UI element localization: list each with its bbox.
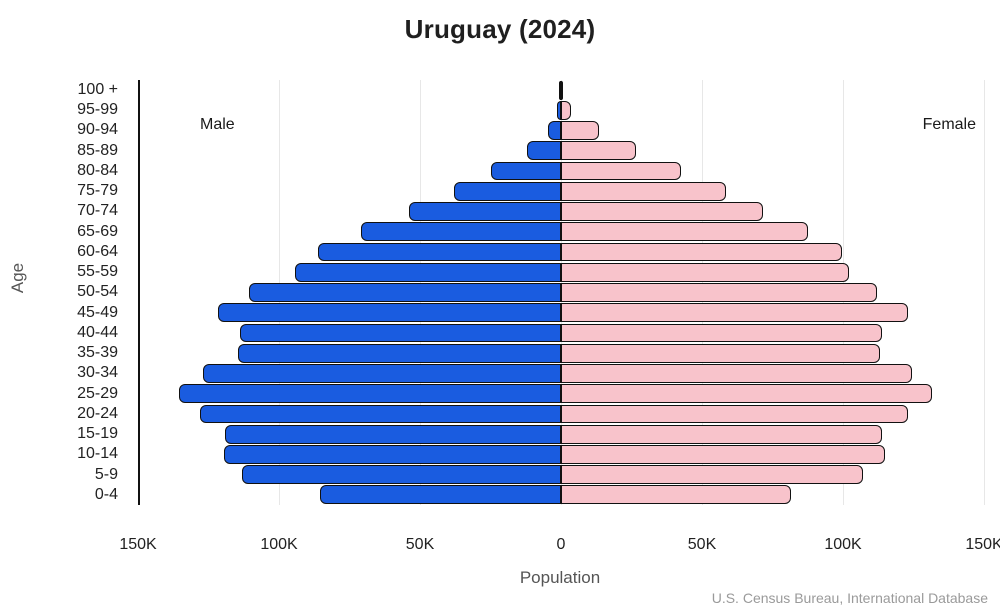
age-tick-label: 75-79 bbox=[77, 182, 118, 200]
age-tick-label: 25-29 bbox=[77, 384, 118, 402]
female-bar-90-94 bbox=[561, 121, 600, 140]
male-bar-95-99 bbox=[556, 100, 561, 120]
population-tick-label: 100K bbox=[824, 536, 862, 553]
male-bar-20-24 bbox=[200, 404, 561, 424]
male-bar-65-69 bbox=[360, 222, 561, 242]
age-tick-label: 90-94 bbox=[77, 121, 118, 139]
age-tick-label: 45-49 bbox=[77, 303, 118, 321]
age-tick-label: 35-39 bbox=[77, 344, 118, 362]
male-bar-25-29 bbox=[178, 384, 561, 404]
gridline bbox=[984, 80, 985, 505]
male-bar-75-79 bbox=[453, 181, 561, 201]
source-credit: U.S. Census Bureau, International Databa… bbox=[711, 590, 988, 606]
male-bar-0-4 bbox=[319, 485, 561, 505]
female-bar-65-69 bbox=[561, 222, 808, 242]
male-bar-60-64 bbox=[318, 242, 561, 262]
age-tick-label: 40-44 bbox=[77, 323, 118, 341]
population-tick-label: 150K bbox=[965, 536, 1000, 553]
age-tick-label: 95-99 bbox=[77, 101, 118, 119]
age-tick-label: 10-14 bbox=[77, 445, 118, 463]
age-tick-label: 55-59 bbox=[77, 263, 118, 281]
male-bar-100 + bbox=[559, 80, 561, 100]
population-tick-label: 100K bbox=[260, 536, 298, 553]
female-bar-100 + bbox=[561, 80, 563, 100]
female-bar-50-54 bbox=[561, 283, 877, 302]
female-series-label: Female bbox=[922, 116, 976, 133]
female-bar-80-84 bbox=[561, 161, 681, 181]
male-bar-45-49 bbox=[218, 303, 561, 323]
female-bar-35-39 bbox=[561, 343, 880, 363]
female-bar-30-34 bbox=[561, 364, 913, 383]
age-tick-label: 65-69 bbox=[77, 222, 118, 240]
age-tick-label: 30-34 bbox=[77, 364, 118, 382]
male-bar-15-19 bbox=[225, 424, 561, 444]
female-bar-45-49 bbox=[561, 303, 908, 323]
y-axis-line bbox=[138, 80, 140, 505]
female-bar-20-24 bbox=[561, 404, 908, 424]
female-bar-95-99 bbox=[561, 100, 571, 120]
age-tick-label: 5-9 bbox=[94, 465, 118, 483]
female-bar-60-64 bbox=[561, 242, 842, 262]
male-bar-80-84 bbox=[490, 161, 561, 181]
age-tick-label: 100 + bbox=[77, 81, 118, 98]
population-tick-label: 50K bbox=[687, 536, 717, 553]
male-bar-55-59 bbox=[294, 262, 561, 282]
male-bar-90-94 bbox=[548, 121, 561, 140]
female-bar-75-79 bbox=[561, 181, 726, 201]
male-bar-5-9 bbox=[242, 465, 561, 485]
age-tick-label: 20-24 bbox=[77, 404, 118, 422]
female-bar-40-44 bbox=[561, 323, 883, 343]
age-tick-label: 50-54 bbox=[77, 283, 118, 301]
male-bar-85-89 bbox=[527, 141, 561, 161]
female-bar-15-19 bbox=[561, 424, 883, 444]
chart-title: Uruguay (2024) bbox=[404, 14, 596, 44]
population-tick-label: 150K bbox=[119, 536, 157, 553]
x-axis-title: Population bbox=[519, 568, 601, 587]
female-bar-70-74 bbox=[561, 202, 763, 221]
male-series-label: Male bbox=[200, 116, 235, 133]
male-bar-35-39 bbox=[238, 343, 561, 363]
male-bar-70-74 bbox=[408, 202, 561, 221]
age-tick-label: 70-74 bbox=[77, 202, 118, 220]
age-tick-label: 85-89 bbox=[77, 141, 118, 159]
age-tick-label: 15-19 bbox=[77, 425, 118, 443]
x-axis-tick-labels: 150K 100K 50K 0 50K 100K 150K bbox=[0, 536, 1000, 558]
y-axis-title: Age bbox=[8, 262, 27, 294]
female-bar-55-59 bbox=[561, 262, 849, 282]
male-bar-40-44 bbox=[239, 323, 561, 343]
male-bar-10-14 bbox=[224, 445, 561, 464]
female-bar-5-9 bbox=[561, 465, 863, 485]
y-axis-tick-labels: 100 + 95-99 90-94 85-89 80-84 75-79 70-74 65-69… bbox=[0, 80, 118, 505]
plot-area: Male Female bbox=[138, 80, 985, 505]
female-bar-10-14 bbox=[561, 445, 886, 464]
male-bar-30-34 bbox=[202, 364, 561, 383]
female-bar-25-29 bbox=[561, 384, 932, 404]
population-tick-label: 50K bbox=[405, 536, 435, 553]
age-tick-label: 80-84 bbox=[77, 161, 118, 179]
population-tick-label: 0 bbox=[556, 536, 566, 553]
female-bar-85-89 bbox=[561, 141, 636, 161]
age-tick-label: 0-4 bbox=[94, 485, 118, 503]
female-bar-0-4 bbox=[561, 485, 791, 505]
age-tick-label: 60-64 bbox=[77, 242, 118, 260]
male-bar-50-54 bbox=[249, 283, 561, 302]
